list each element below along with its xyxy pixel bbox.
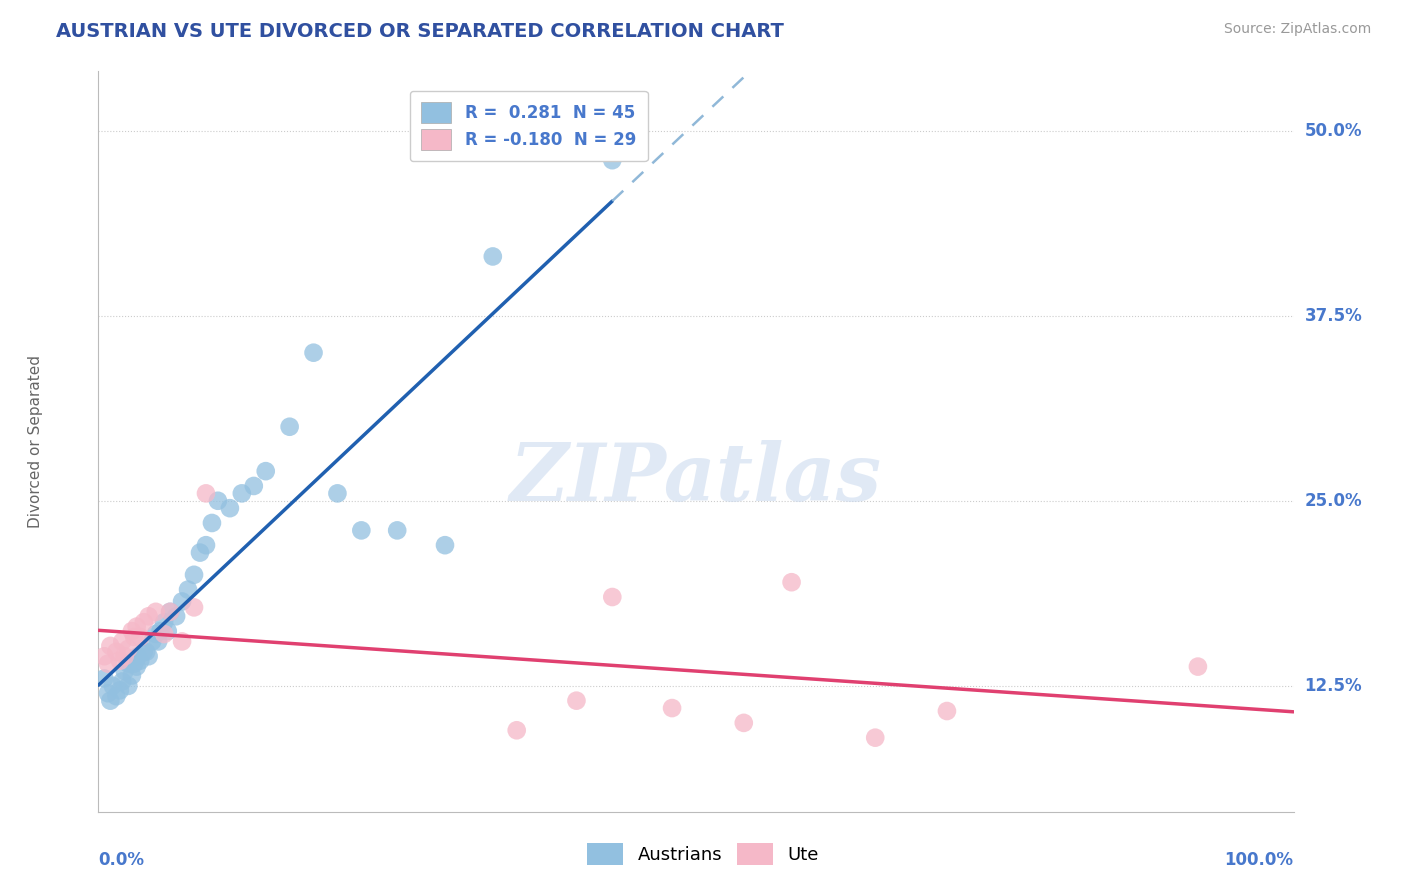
Legend: Austrians, Ute: Austrians, Ute	[578, 834, 828, 874]
Point	[93, 672, 115, 686]
Point	[124, 657, 146, 671]
Point	[254, 464, 277, 478]
Point	[153, 615, 176, 630]
Point	[108, 654, 131, 668]
Point	[125, 619, 148, 633]
Point	[1187, 659, 1209, 673]
Point	[117, 679, 139, 693]
Legend: R =  0.281  N = 45, R = -0.180  N = 29: R = 0.281 N = 45, R = -0.180 N = 29	[409, 91, 648, 161]
Point	[278, 419, 301, 434]
Point	[434, 538, 457, 552]
Point	[602, 153, 624, 168]
Point	[172, 634, 194, 648]
Point	[602, 590, 624, 604]
Point	[350, 524, 373, 538]
Point	[506, 723, 529, 738]
Text: 0.0%: 0.0%	[98, 851, 145, 869]
Point	[125, 659, 148, 673]
Point	[780, 575, 803, 590]
Point	[172, 594, 194, 608]
Point	[138, 609, 160, 624]
Point	[117, 641, 139, 656]
Point	[148, 634, 170, 648]
Point	[188, 545, 211, 560]
Point	[93, 649, 115, 664]
Point	[159, 605, 181, 619]
Point	[195, 486, 218, 500]
Point	[565, 694, 588, 708]
Point	[177, 582, 200, 597]
Point	[98, 639, 122, 653]
Point	[121, 624, 143, 638]
Point	[132, 615, 155, 630]
Point	[936, 704, 959, 718]
Text: AUSTRIAN VS UTE DIVORCED OR SEPARATED CORRELATION CHART: AUSTRIAN VS UTE DIVORCED OR SEPARATED CO…	[56, 22, 785, 41]
Point	[156, 624, 179, 638]
Text: 100.0%: 100.0%	[1225, 851, 1294, 869]
Point	[183, 567, 205, 582]
Point	[243, 479, 266, 493]
Point	[98, 694, 122, 708]
Text: 12.5%: 12.5%	[1305, 677, 1362, 695]
Text: 37.5%: 37.5%	[1305, 307, 1362, 325]
Point	[105, 645, 128, 659]
Point	[865, 731, 887, 745]
Point	[231, 486, 253, 500]
Point	[97, 657, 120, 671]
Point	[127, 649, 149, 664]
Point	[201, 516, 224, 530]
Point	[114, 664, 136, 678]
Point	[733, 715, 755, 730]
Text: ZIPatlas: ZIPatlas	[510, 440, 882, 517]
Point	[481, 250, 505, 264]
Text: Divorced or Separated: Divorced or Separated	[28, 355, 44, 528]
Point	[183, 600, 205, 615]
Text: 50.0%: 50.0%	[1305, 121, 1362, 139]
Point	[661, 701, 683, 715]
Point	[138, 649, 160, 664]
Text: 25.0%: 25.0%	[1305, 491, 1362, 509]
Point	[302, 345, 325, 359]
Point	[385, 524, 409, 538]
Point	[149, 624, 172, 638]
Point	[326, 486, 349, 500]
Point	[165, 609, 187, 624]
Point	[117, 657, 139, 671]
Point	[132, 645, 155, 659]
Point	[111, 634, 134, 648]
Point	[207, 493, 229, 508]
Point	[105, 690, 128, 704]
Point	[219, 501, 242, 516]
Point	[195, 538, 218, 552]
Point	[111, 674, 134, 689]
Point	[97, 686, 120, 700]
Point	[124, 630, 146, 644]
Point	[129, 630, 152, 644]
Point	[159, 605, 181, 619]
Point	[145, 605, 167, 619]
Point	[141, 634, 163, 648]
Point	[129, 654, 152, 668]
Point	[114, 649, 136, 664]
Point	[153, 627, 176, 641]
Point	[145, 627, 167, 641]
Point	[108, 683, 131, 698]
Point	[121, 668, 143, 682]
Text: Source: ZipAtlas.com: Source: ZipAtlas.com	[1223, 22, 1371, 37]
Point	[135, 645, 157, 659]
Point	[101, 679, 124, 693]
